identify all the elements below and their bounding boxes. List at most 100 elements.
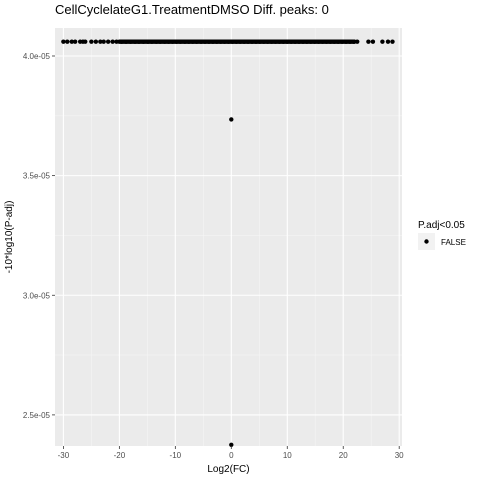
legend-key-point <box>424 239 429 244</box>
data-point <box>261 39 266 44</box>
chart-title: CellCyclelateG1.TreatmentDMSO Diff. peak… <box>55 2 329 17</box>
data-point <box>186 39 191 44</box>
data-point <box>308 39 313 44</box>
data-point <box>128 39 133 44</box>
x-tick-label: -30 <box>58 451 70 460</box>
data-point <box>229 442 234 448</box>
data-point <box>101 39 106 44</box>
y-axis-label: -10*log10(P-adj) <box>4 201 15 274</box>
data-point <box>320 39 325 44</box>
data-point <box>316 39 321 44</box>
data-point <box>332 39 337 44</box>
data-point <box>226 39 231 44</box>
data-point <box>69 39 74 44</box>
y-tick-label: 3.0e-05 <box>23 291 51 300</box>
data-point <box>154 39 159 44</box>
data-point <box>335 39 341 44</box>
data-point <box>145 39 151 44</box>
grid-minor <box>55 28 402 446</box>
x-axis-label: Log2(FC) <box>207 464 249 475</box>
data-point <box>288 39 294 44</box>
y-tick-label: 2.5e-05 <box>23 411 51 420</box>
data-point <box>222 39 227 44</box>
data-points <box>61 39 395 448</box>
data-point <box>202 39 208 44</box>
data-point <box>269 39 274 44</box>
data-point <box>324 39 329 44</box>
data-point <box>328 39 333 44</box>
data-point <box>166 39 171 44</box>
x-tick-label: 30 <box>395 451 404 460</box>
y-axis-ticks: 2.5e-05 3.0e-05 3.5e-05 4.0e-05 <box>23 52 55 420</box>
data-point <box>119 39 124 44</box>
x-tick-label: 10 <box>283 451 292 460</box>
data-point <box>83 39 88 44</box>
data-point <box>385 39 391 44</box>
data-point <box>339 39 345 44</box>
data-point <box>343 39 349 44</box>
plot-panel <box>55 28 402 446</box>
x-tick-label: -10 <box>170 451 182 460</box>
data-point <box>253 39 259 44</box>
data-point <box>218 39 223 44</box>
data-point <box>65 39 70 44</box>
data-point <box>347 39 353 44</box>
x-tick-label: 20 <box>339 451 348 460</box>
data-point <box>210 39 216 44</box>
data-point <box>229 117 234 122</box>
data-point <box>198 39 204 44</box>
data-point <box>114 39 119 44</box>
data-point <box>149 39 155 44</box>
data-point <box>245 39 251 44</box>
data-point <box>234 39 239 44</box>
legend-title: P.adj<0.05 <box>418 220 465 231</box>
legend: P.adj<0.05 FALSE <box>418 220 466 250</box>
data-point <box>304 39 310 44</box>
legend-entry-false: FALSE <box>441 238 466 247</box>
data-point <box>238 39 243 44</box>
data-point <box>230 39 235 44</box>
data-point <box>170 39 175 44</box>
data-point <box>61 39 66 44</box>
data-point <box>257 39 263 44</box>
data-point <box>380 39 385 44</box>
data-point <box>281 39 286 44</box>
data-point <box>249 39 255 44</box>
data-point <box>300 39 306 44</box>
data-point <box>141 39 146 44</box>
data-point <box>132 39 138 44</box>
data-point <box>110 39 115 44</box>
data-point <box>296 39 302 44</box>
x-axis-ticks: -30 -20 -10 0 10 20 30 <box>58 446 404 460</box>
data-point <box>123 39 129 44</box>
data-point <box>162 39 167 44</box>
data-point <box>72 39 78 44</box>
data-point <box>355 39 360 44</box>
data-point <box>158 39 163 44</box>
data-point <box>136 39 142 44</box>
data-point <box>312 39 317 44</box>
data-point <box>285 39 290 44</box>
data-point <box>105 39 111 44</box>
data-point <box>206 39 212 44</box>
grid-major <box>55 28 402 446</box>
data-point <box>370 39 376 44</box>
data-point <box>93 39 99 44</box>
data-point <box>174 39 179 44</box>
data-point <box>214 39 219 44</box>
data-point <box>178 39 183 44</box>
data-point <box>265 39 270 44</box>
data-point <box>292 39 298 44</box>
data-point <box>89 39 94 44</box>
x-tick-label: -20 <box>114 451 126 460</box>
data-point <box>366 39 371 44</box>
x-tick-label: 0 <box>229 451 234 460</box>
y-tick-label: 3.5e-05 <box>23 172 51 181</box>
data-point <box>277 39 282 44</box>
data-point <box>182 39 188 44</box>
y-tick-label: 4.0e-05 <box>23 52 51 61</box>
data-point <box>351 39 357 44</box>
data-point <box>194 39 199 44</box>
data-point <box>98 39 103 44</box>
